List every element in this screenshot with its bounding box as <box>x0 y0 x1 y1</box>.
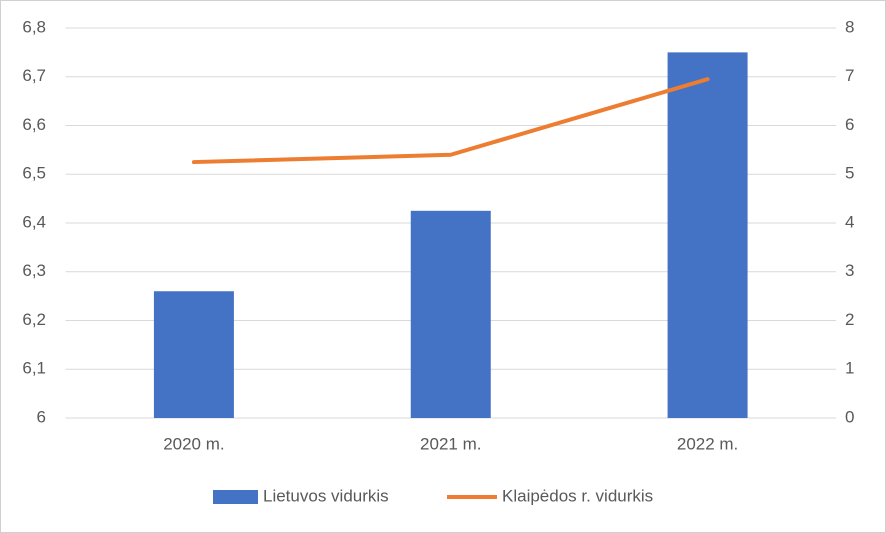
legend-label: Lietuvos vidurkis <box>263 486 389 505</box>
y-tick-label: 6,6 <box>22 115 46 134</box>
y-tick-label: 6,5 <box>22 164 46 183</box>
y2-tick-label: 2 <box>845 310 854 329</box>
y-tick-label: 6 <box>37 407 46 426</box>
x-tick-label: 2020 m. <box>163 434 224 453</box>
x-tick-label: 2021 m. <box>420 434 481 453</box>
y2-tick-label: 6 <box>845 115 854 134</box>
legend-label: Klaipėdos r. vidurkis <box>502 486 653 505</box>
y-tick-label: 6,3 <box>22 261 46 280</box>
y2-tick-label: 3 <box>845 261 854 280</box>
y2-tick-label: 4 <box>845 212 854 231</box>
y2-tick-label: 1 <box>845 359 854 378</box>
y2-tick-label: 0 <box>845 407 854 426</box>
y-tick-label: 6,7 <box>22 66 46 85</box>
y-tick-label: 6,1 <box>22 359 46 378</box>
bar <box>667 52 748 418</box>
bar <box>410 210 491 418</box>
bar <box>153 291 234 418</box>
line <box>191 77 710 165</box>
y-tick-label: 6,2 <box>22 310 46 329</box>
y2-tick-label: 5 <box>845 164 854 183</box>
y-tick-label: 6,4 <box>22 212 46 231</box>
legend-swatch <box>213 490 258 504</box>
y2-tick-label: 7 <box>845 66 854 85</box>
x-tick-label: 2022 m. <box>677 434 738 453</box>
y-tick-label: 6,8 <box>22 17 46 36</box>
y2-tick-label: 8 <box>845 17 854 36</box>
